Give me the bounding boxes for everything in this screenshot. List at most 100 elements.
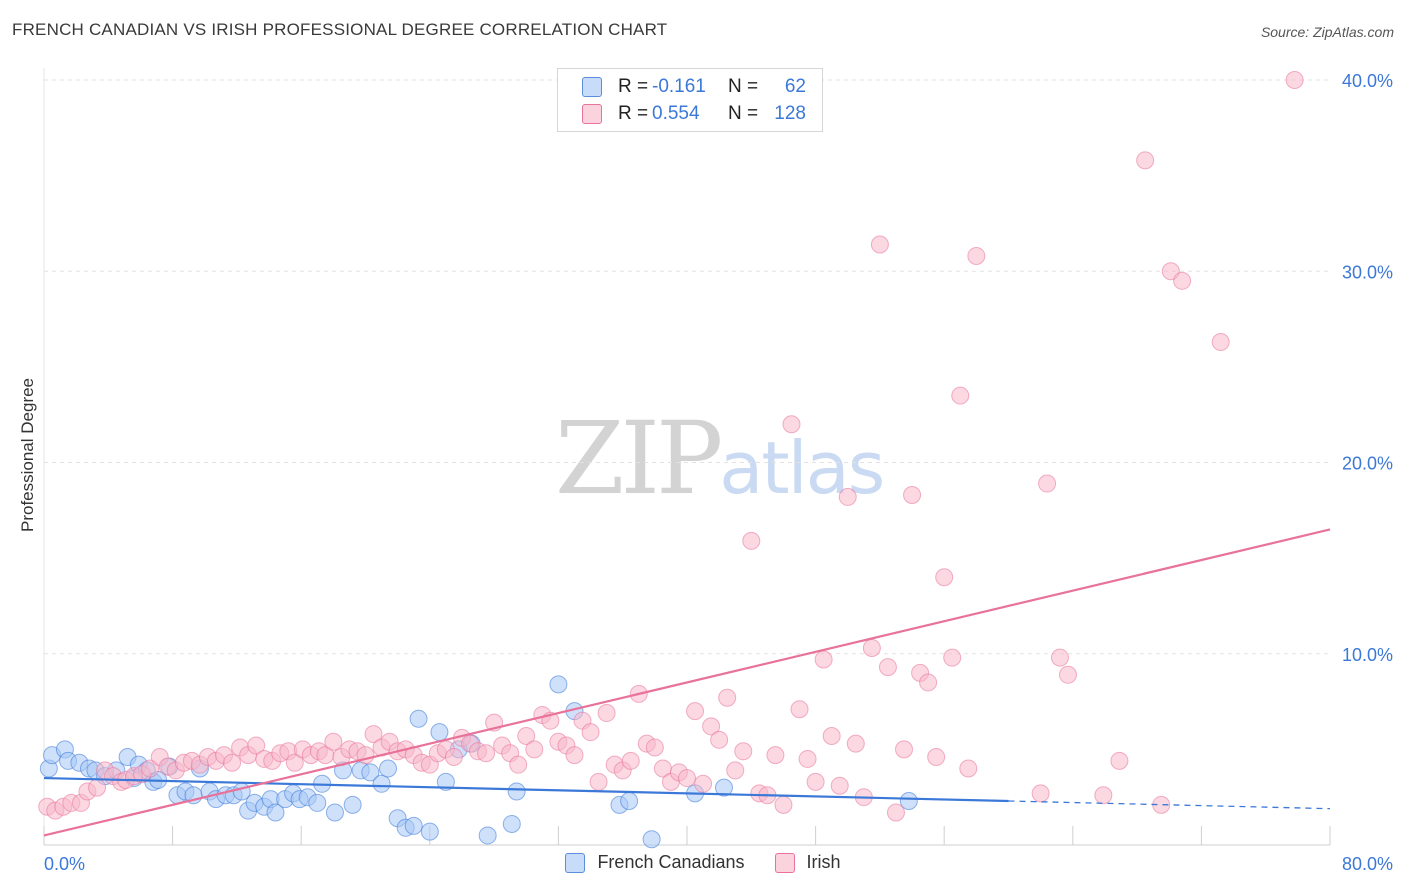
legend-swatch-french-canadians — [582, 77, 602, 97]
point-french-canadians — [404, 816, 423, 835]
point-irish — [694, 774, 713, 793]
trend-line-extension-french-canadians — [1008, 800, 1331, 810]
point-french-canadians — [361, 763, 380, 782]
point-irish — [1110, 751, 1129, 770]
point-french-canadians — [308, 793, 327, 812]
point-french-canadians — [436, 772, 455, 791]
point-french-canadians — [502, 814, 521, 833]
y-tick-label: 20.0% — [1342, 454, 1393, 474]
point-irish — [444, 748, 463, 767]
legend-swatch-irish — [774, 852, 795, 873]
n-label: N = — [728, 103, 759, 124]
point-irish — [645, 738, 664, 757]
point-irish — [951, 386, 970, 405]
point-irish — [862, 639, 881, 658]
point-irish — [247, 736, 266, 755]
point-french-canadians — [620, 792, 639, 811]
point-irish — [886, 803, 905, 822]
point-irish — [830, 776, 849, 795]
point-irish — [903, 486, 922, 505]
point-irish — [718, 688, 737, 707]
point-irish — [223, 753, 242, 772]
r-value: 0.554 — [652, 103, 700, 124]
legend-label-irish: Irish — [806, 852, 841, 872]
point-irish — [774, 795, 793, 814]
trend-line-irish — [43, 528, 1331, 837]
point-french-canadians — [642, 830, 661, 849]
point-irish — [959, 759, 978, 778]
point-irish — [878, 658, 897, 677]
point-irish — [710, 730, 729, 749]
point-irish — [621, 751, 640, 770]
point-french-canadians — [549, 675, 568, 694]
point-irish — [525, 740, 544, 759]
point-irish — [686, 702, 705, 721]
point-irish — [1058, 665, 1077, 684]
watermark: ZIPatlas — [555, 400, 885, 517]
point-irish — [1136, 151, 1155, 170]
series-legend-french-canadians[interactable]: French Canadians — [565, 852, 745, 873]
point-french-canadians — [899, 792, 918, 811]
point-irish — [517, 726, 536, 745]
point-irish — [734, 742, 753, 761]
point-french-canadians — [430, 723, 449, 742]
point-french-canadians — [714, 778, 733, 797]
stats-legend-row-irish: R = 0.554 N = 128 — [582, 101, 806, 127]
point-irish — [838, 487, 857, 506]
point-irish — [702, 717, 721, 736]
legend-swatch-french-canadians — [565, 852, 586, 873]
point-french-canadians — [325, 803, 344, 822]
point-irish — [88, 778, 107, 797]
point-irish — [324, 732, 343, 751]
y-tick-label: 30.0% — [1342, 262, 1393, 282]
point-irish — [1173, 271, 1192, 290]
series-legend: French Canadians Irish — [0, 852, 1406, 873]
legend-swatch-irish — [582, 104, 602, 124]
point-irish — [1285, 71, 1304, 89]
y-tick-label: 10.0% — [1342, 645, 1393, 665]
point-irish — [565, 746, 584, 765]
point-irish — [1038, 474, 1057, 493]
point-french-canadians — [379, 759, 398, 778]
point-irish — [1211, 333, 1230, 352]
point-irish — [597, 704, 616, 723]
n-label: N = — [728, 76, 759, 97]
point-irish — [742, 531, 761, 550]
point-irish — [285, 753, 304, 772]
point-irish — [806, 772, 825, 791]
point-irish — [943, 648, 962, 667]
point-irish — [895, 740, 914, 759]
point-french-canadians — [266, 803, 285, 822]
point-irish — [509, 755, 528, 774]
point-french-canadians — [372, 774, 391, 793]
point-irish — [766, 746, 785, 765]
n-value: 128 — [774, 103, 806, 124]
point-irish — [814, 650, 833, 669]
source-credit: Source: ZipAtlas.com — [1260, 24, 1394, 40]
watermark-atlas: atlas — [719, 426, 885, 510]
point-irish — [967, 246, 986, 265]
series-legend-irish[interactable]: Irish — [774, 852, 841, 873]
chart-title: FRENCH CANADIAN VS IRISH PROFESSIONAL DE… — [12, 20, 668, 39]
point-irish — [822, 726, 841, 745]
point-irish — [581, 723, 600, 742]
legend-label-french-canadians: French Canadians — [597, 852, 745, 872]
point-irish — [726, 761, 745, 780]
point-french-canadians — [409, 709, 428, 728]
point-french-canadians — [420, 822, 439, 841]
watermark-zip: ZIP — [555, 400, 723, 517]
x-tick-label: 0.0% — [44, 854, 85, 874]
point-irish — [935, 568, 954, 587]
point-irish — [1031, 784, 1050, 803]
point-irish — [141, 759, 160, 778]
x-tick-label: 80.0% — [1342, 854, 1393, 874]
point-irish — [1094, 786, 1113, 805]
point-french-canadians — [343, 795, 362, 814]
point-irish — [919, 673, 938, 692]
point-irish — [477, 744, 496, 763]
r-label: R = — [618, 103, 649, 124]
point-irish — [790, 700, 809, 719]
r-label: R = — [618, 76, 649, 97]
point-irish — [782, 415, 801, 434]
